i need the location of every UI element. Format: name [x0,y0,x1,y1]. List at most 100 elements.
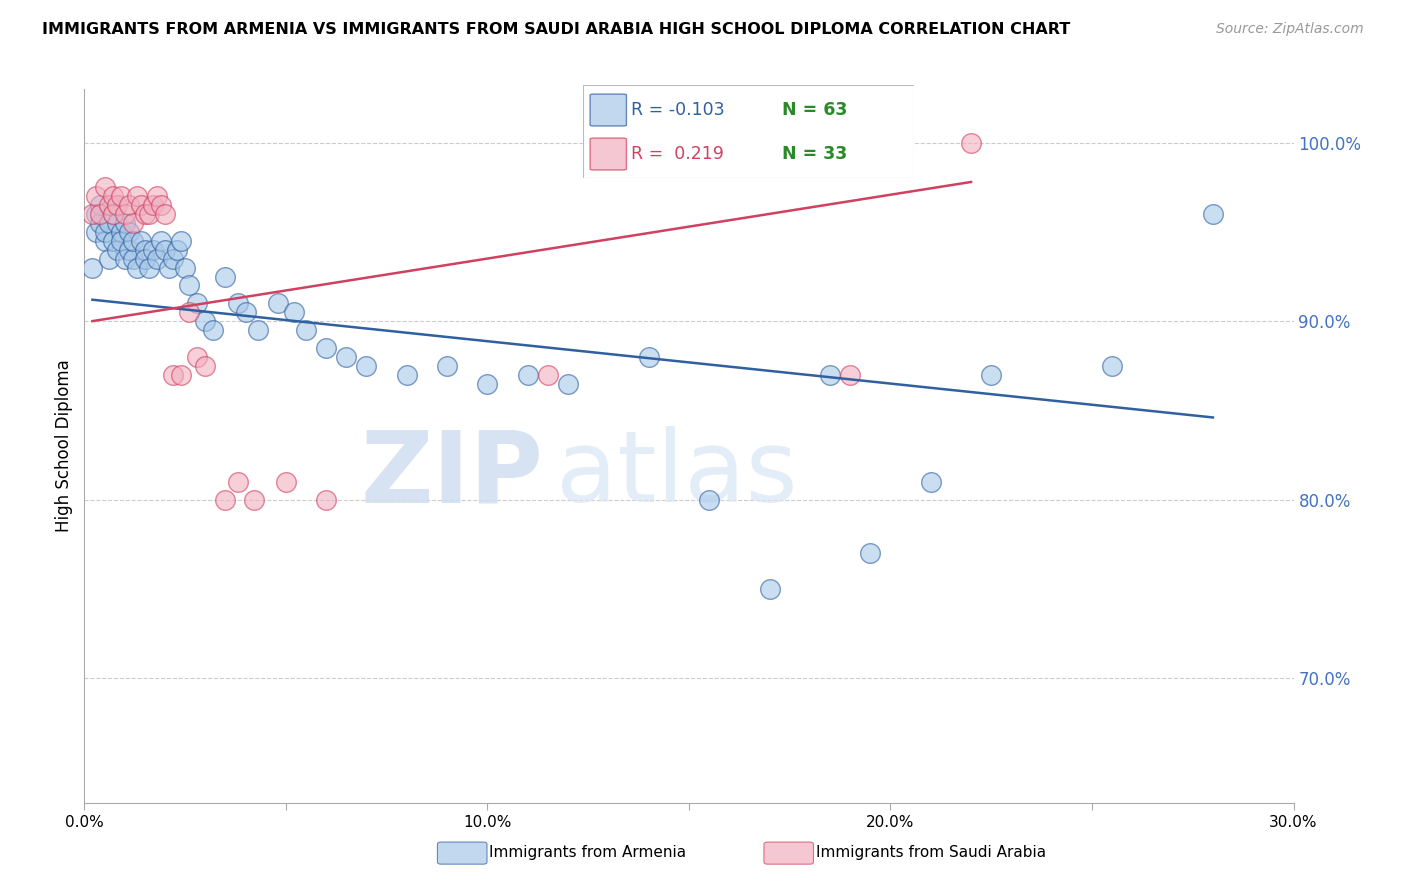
Point [146,189,169,203]
Point [129,234,152,248]
Point [697,492,720,507]
Point [125,260,148,275]
Point [82,207,104,221]
Point [170,234,193,248]
Point [101,207,124,221]
Y-axis label: High School Diploma: High School Diploma [55,359,73,533]
Point [105,198,128,212]
Point [118,198,141,212]
Point [114,252,136,266]
Point [170,368,193,382]
Point [557,376,579,391]
Point [93,225,115,239]
Point [105,216,128,230]
Point [93,180,115,194]
Text: N = 63: N = 63 [782,101,846,119]
Point [436,359,458,373]
Point [194,314,217,328]
Text: ZIP: ZIP [361,426,544,523]
Point [315,492,337,507]
Point [121,252,143,266]
FancyBboxPatch shape [437,842,486,864]
Point [214,269,236,284]
Point [267,296,290,310]
Text: Immigrants from Armenia: Immigrants from Armenia [489,846,686,860]
Point [82,260,104,275]
Point [1101,359,1123,373]
Point [166,243,188,257]
Point [283,305,305,319]
Point [138,260,160,275]
Point [859,546,882,560]
Point [114,207,136,221]
Point [179,278,201,293]
Point [174,260,197,275]
Point [315,341,337,355]
Point [125,189,148,203]
Point [105,243,128,257]
Point [395,368,418,382]
Point [226,296,249,310]
Text: R =  0.219: R = 0.219 [631,145,724,162]
Point [118,225,141,239]
Point [960,136,983,150]
Point [89,198,111,212]
Point [335,350,357,364]
Point [134,207,156,221]
Point [242,492,264,507]
Point [86,189,108,203]
Point [149,198,172,212]
Point [295,323,318,337]
Point [121,234,143,248]
Point [89,216,111,230]
Point [86,225,108,239]
Point [186,296,208,310]
FancyBboxPatch shape [583,85,914,178]
Point [89,207,111,221]
Point [162,252,184,266]
Point [637,350,659,364]
Point [758,582,780,596]
Point [153,243,176,257]
Point [93,234,115,248]
Point [274,475,297,489]
Point [86,207,108,221]
Point [1202,207,1225,221]
Point [134,252,156,266]
Point [149,234,172,248]
Point [818,368,841,382]
Point [110,225,132,239]
Point [839,368,862,382]
Point [186,350,208,364]
Point [118,243,141,257]
Point [920,475,942,489]
Text: atlas: atlas [555,426,797,523]
Point [153,207,176,221]
Text: R = -0.103: R = -0.103 [631,101,725,119]
Point [142,243,165,257]
Point [537,368,560,382]
Point [202,323,225,337]
FancyBboxPatch shape [763,842,814,864]
Point [97,198,120,212]
Point [101,207,124,221]
Point [146,252,169,266]
Point [356,359,378,373]
Point [214,492,236,507]
Point [477,376,499,391]
Point [114,216,136,230]
Point [121,216,143,230]
Point [142,198,165,212]
Point [138,207,160,221]
FancyBboxPatch shape [591,95,627,126]
Point [980,368,1002,382]
Point [110,189,132,203]
FancyBboxPatch shape [591,138,627,170]
Point [101,234,124,248]
Point [157,260,180,275]
Point [516,368,538,382]
Point [179,305,201,319]
Text: Immigrants from Saudi Arabia: Immigrants from Saudi Arabia [815,846,1046,860]
Point [246,323,269,337]
Point [235,305,257,319]
